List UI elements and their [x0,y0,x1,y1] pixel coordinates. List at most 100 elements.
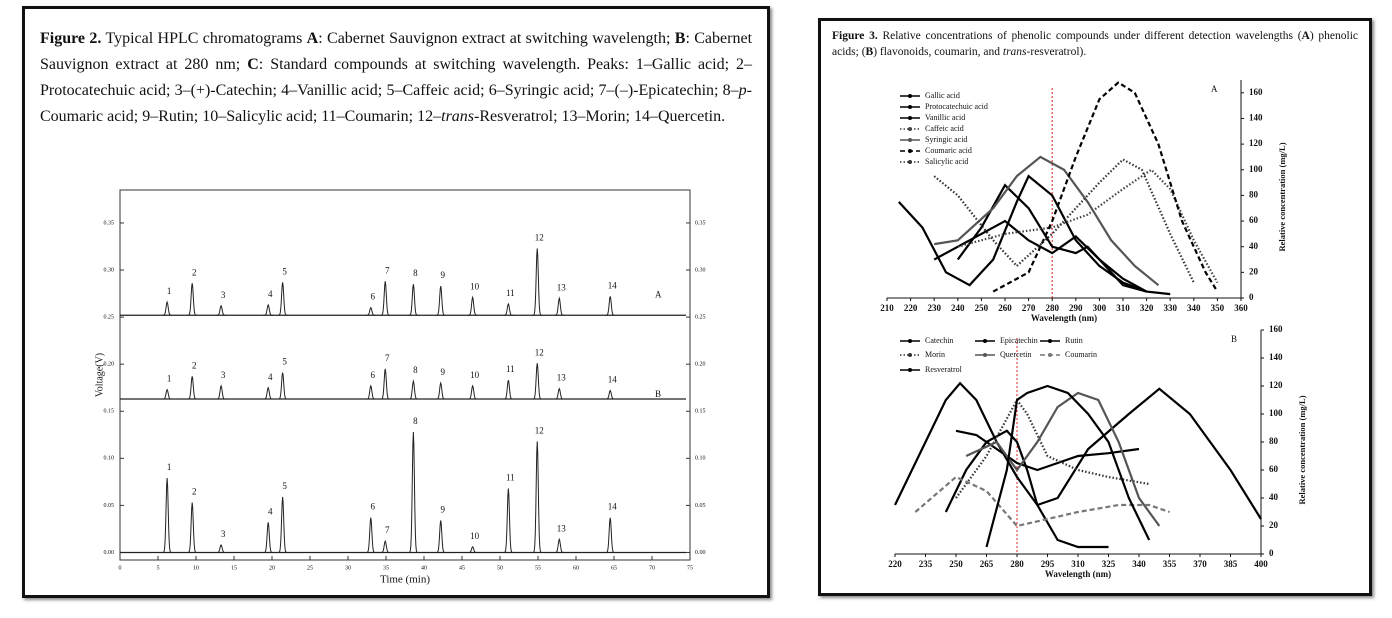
peak [554,537,565,553]
peak-label: 13 [557,373,567,383]
x-tick-label: 30 [345,565,351,571]
caption-run: Typical HPLC chromatograms [101,30,307,47]
series-line [894,381,1262,520]
y-tick-label: 0.25 [104,314,115,320]
figure-2-frame [22,6,770,598]
x-tick-label: 370 [1193,559,1207,569]
x-tick-label: 280 [1010,559,1024,569]
peak-label: 11 [506,364,515,374]
plot-frame [119,189,691,561]
x-tick-label: 40 [421,565,427,571]
x-tick-label: 355 [1163,559,1177,569]
x-axis-label: Wavelength (nm) [1031,313,1097,323]
peak-label: 9 [440,505,445,515]
series-line [934,155,1160,287]
x-tick-label: 320 [1140,303,1154,313]
series-line [933,219,1148,293]
legend-label: Coumaric acid [925,146,972,155]
peak [162,300,173,316]
caption-run: A [1301,30,1310,42]
legend-label: Morin [925,350,945,359]
peak [503,302,514,316]
peak [263,303,274,316]
series-line [955,397,1150,499]
peak-label: 5 [282,357,287,367]
peak-label: 14 [608,502,618,512]
series-line [914,475,1170,528]
peak [435,285,446,316]
peak [365,384,376,400]
peak [408,431,419,553]
peak [216,543,227,553]
caption-run: : Standard compounds at switching wavele… [40,56,752,99]
peak-label: 3 [221,290,226,300]
legend-marker [983,339,987,343]
x-tick-label: 340 [1132,559,1146,569]
caption-run: B [674,30,686,47]
y-tick-label: 40 [1249,241,1259,251]
y-tick-label-right: 0.35 [695,220,706,226]
x-tick-label: 235 [919,559,933,569]
x-tick-label: 310 [1116,303,1130,313]
peak [503,488,514,553]
peak [277,282,288,316]
x-tick-label: 360 [1234,303,1248,313]
x-tick-label: 260 [998,303,1012,313]
peak-label: 1 [167,286,172,296]
legend-marker [908,138,912,142]
x-tick-label: 240 [951,303,965,313]
x-tick-label: 250 [975,303,989,313]
y-tick-label: 160 [1269,324,1283,334]
legend-label: Protocatechuic acid [925,102,988,111]
peak-label: 3 [221,370,226,380]
legend-label: Syringic acid [925,135,967,144]
y-tick-label: 20 [1269,520,1279,530]
peak [532,363,543,400]
peak [187,376,198,400]
caption-run: p [738,82,747,99]
peak-label: 11 [506,473,515,483]
peak [216,384,227,400]
peak-label: 10 [470,370,480,380]
legend-label: Salicylic acid [925,157,968,166]
y-tick-label-right: 0.15 [695,409,706,415]
peak-label: 6 [371,502,376,512]
peak [380,539,391,553]
peak-label: 7 [385,353,390,363]
peak-label: 8 [413,365,418,375]
caption-run: trans [1002,46,1027,58]
y-tick-label: 140 [1249,113,1263,123]
x-tick-label: 10 [193,565,199,571]
trace-label: A [655,289,662,299]
peak-label: 9 [440,367,445,377]
x-tick-label: 15 [231,565,237,571]
peak [435,381,446,400]
peak-label: 4 [268,289,273,299]
peak-label: 13 [557,523,567,533]
peak-label: 12 [535,425,544,435]
x-tick-label: 385 [1224,559,1238,569]
panel-label: B [1231,334,1237,344]
x-tick-label: 0 [119,565,122,571]
y-tick-label-right: 0.05 [695,503,706,509]
y-axis-label: Relative concentration (mg/L) [1277,142,1287,251]
peak-label: 5 [282,266,287,276]
y-tick-label: 120 [1269,380,1283,390]
peak-label: 2 [192,487,197,497]
y-tick-label: 40 [1269,492,1279,502]
peak-label: 5 [282,481,287,491]
x-tick-label: 280 [1045,303,1059,313]
peak [554,296,565,316]
y-tick-label: 60 [1249,215,1259,225]
x-tick-label: 350 [1211,303,1225,313]
y-tick-label: 80 [1269,436,1279,446]
peak-label: 14 [608,375,618,385]
x-tick-label: 60 [573,565,579,571]
x-tick-label: 25 [307,565,313,571]
peak [435,520,446,553]
legend-label: Quercetin [1000,350,1032,359]
peak [365,517,376,553]
x-tick-label: 300 [1093,303,1107,313]
legend-marker [908,368,912,372]
